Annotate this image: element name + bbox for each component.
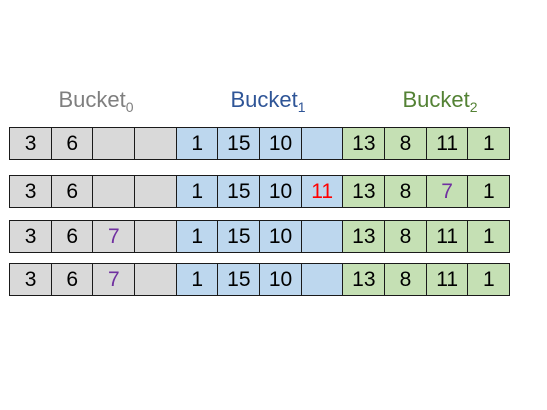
bucket-1-slot: 15: [217, 263, 261, 296]
bucket-0-slot: 3: [9, 175, 53, 208]
bucket-1-slot: [300, 263, 344, 296]
bucket-1-slot: [300, 220, 344, 253]
bucket-1-slot: 1: [175, 220, 219, 253]
bucket-1-slot: 1: [175, 263, 219, 296]
bucket-2-slot: 1: [467, 220, 511, 253]
bucket-1-index: 1: [297, 99, 306, 115]
bucket-1-slot: 1: [175, 175, 219, 208]
bucket-1-slot: 10: [258, 263, 303, 296]
bucket-0-slot: [133, 127, 178, 160]
bucket-2-slot: 13: [342, 175, 386, 208]
bucket-1-name: Bucket: [230, 87, 298, 112]
bucket-0-slot: 6: [50, 127, 94, 160]
bucket-1-slot: 15: [217, 220, 261, 253]
bucket-0-name: Bucket: [58, 87, 126, 112]
bucket-2-slot: 8: [383, 263, 428, 296]
bucket-0-slot: 6: [50, 175, 94, 208]
bucket-2-slot: 13: [342, 127, 386, 160]
table-row: 3 6 1 15 10 11 13 8 7 1: [9, 175, 527, 208]
bucket-2-slot: 11: [425, 263, 469, 296]
bucket-0-slot: 6: [50, 263, 94, 296]
bucket-0-slot: [133, 263, 178, 296]
bucket-2-slot: 8: [383, 220, 428, 253]
bucket-1-slot: 10: [258, 220, 303, 253]
bucket-1-slot: [300, 127, 344, 160]
bucket-0-slot: 7: [92, 220, 136, 253]
bucket-0-slot: 3: [9, 263, 53, 296]
bucket-1-slot: 10: [258, 127, 303, 160]
bucket-2-label: Bucket2: [402, 86, 477, 121]
bucket-1-slot: 15: [217, 175, 261, 208]
bucket-0-index: 0: [125, 99, 134, 115]
bucket-0-slot: 7: [92, 263, 136, 296]
bucket-1-slot: 10: [258, 175, 303, 208]
bucket-0-slot: [133, 220, 178, 253]
bucket-2-slot: 8: [383, 127, 428, 160]
bucket-1-slot: 11: [300, 175, 344, 208]
table-row: 3 6 7 1 15 10 13 8 11 1: [9, 263, 527, 296]
bucket-2-slot: 8: [383, 175, 428, 208]
bucket-0-slot: [133, 175, 178, 208]
bucket-0-label: Bucket0: [58, 86, 133, 121]
bucket-2-name: Bucket: [402, 87, 470, 112]
bucket-2-slot: 1: [467, 175, 511, 208]
bucket-0-slot: 3: [9, 127, 53, 160]
bucket-2-slot: 1: [467, 263, 511, 296]
bucket-0-slot: [92, 127, 136, 160]
bucket-2-slot: 11: [425, 127, 469, 160]
table-row: 3 6 7 1 15 10 13 8 11 1: [9, 220, 527, 253]
table-row: 3 6 1 15 10 13 8 11 1: [9, 127, 527, 160]
bucket-0-slot: [92, 175, 136, 208]
bucket-2-slot: 1: [467, 127, 511, 160]
bucket-2-slot: 13: [342, 220, 386, 253]
bucket-2-slot: 7: [425, 175, 469, 208]
bucket-0-slot: 6: [50, 220, 94, 253]
bucket-2-slot: 11: [425, 220, 469, 253]
bucket-1-label: Bucket1: [230, 86, 305, 121]
bucket-0-slot: 3: [9, 220, 53, 253]
bucket-1-slot: 15: [217, 127, 261, 160]
bucket-1-slot: 1: [175, 127, 219, 160]
bucket-2-slot: 13: [342, 263, 386, 296]
bucket-2-index: 2: [469, 99, 478, 115]
